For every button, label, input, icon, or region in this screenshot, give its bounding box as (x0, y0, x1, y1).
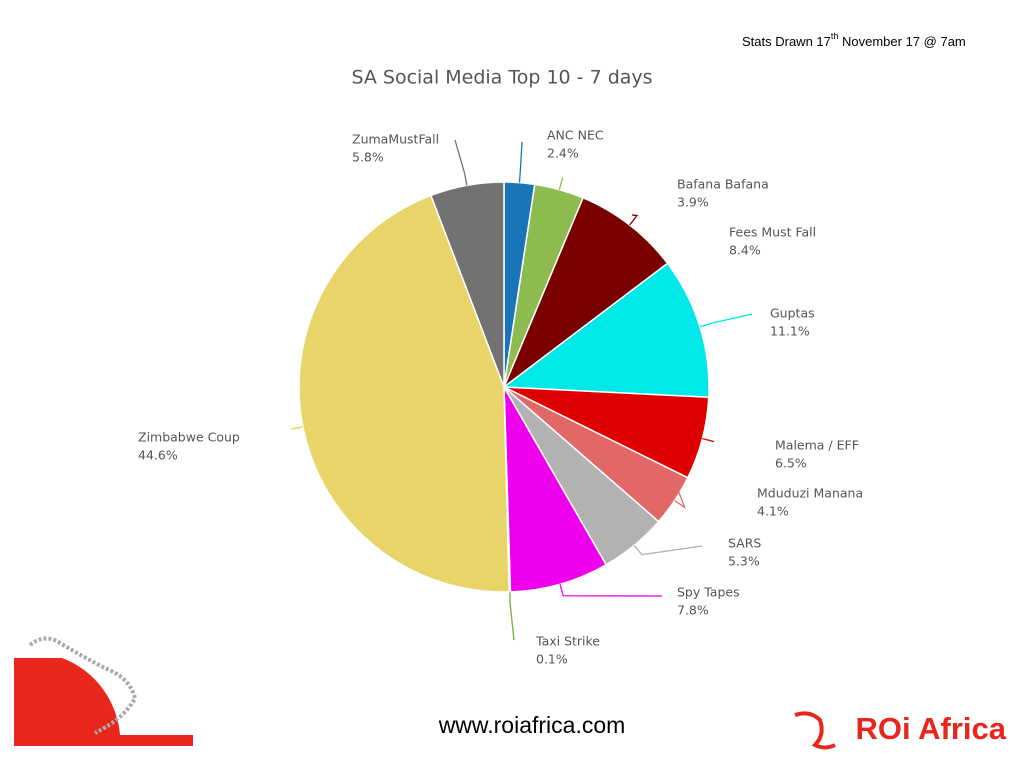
leader-line (559, 584, 663, 597)
stats-note-sup: th (831, 31, 839, 41)
chart-title: SA Social Media Top 10 - 7 days (351, 67, 652, 89)
slice-label: ANC NEC (547, 128, 604, 143)
slice-value-label: 4.1% (757, 504, 789, 519)
footer-url: www.roiafrica.com (438, 712, 626, 738)
slice-label: Taxi Strike (535, 634, 600, 649)
leader-line (633, 544, 703, 556)
brand-icon (794, 711, 836, 750)
slice-label: Guptas (770, 306, 815, 321)
stats-note-text: Stats Drawn 17 (742, 34, 831, 49)
stats-note: Stats Drawn 17th November 17 @ 7am (742, 31, 966, 49)
slice-label: Malema / EFF (775, 438, 859, 453)
logo-graphic (14, 636, 193, 746)
pie-slice (503, 386, 608, 593)
leader-line (674, 489, 686, 509)
slice-label: Fees Must Fall (729, 225, 816, 240)
slice-value-label: 5.8% (352, 150, 384, 165)
slice-label: Spy Tapes (677, 585, 740, 600)
brand: ROi Africa (856, 711, 1007, 746)
slice-value-label: 3.9% (677, 195, 709, 210)
stats-note-text: November 17 @ 7am (838, 34, 965, 49)
slice-value-label: 44.6% (138, 448, 178, 463)
leader-line (702, 437, 715, 443)
slice-value-label: 5.3% (728, 554, 760, 569)
slice-value-label: 11.1% (770, 324, 810, 339)
slice-label: Bafana Bafana (677, 177, 769, 192)
leader-line (290, 426, 304, 430)
leader-line (699, 313, 753, 328)
slice-label: Zimbabwe Coup (138, 430, 240, 445)
pie-slice (298, 194, 510, 593)
leader-line (629, 214, 639, 226)
pie-slice (429, 181, 505, 388)
slice-value-label: 2.4% (547, 146, 579, 161)
slice-value-label: 8.4% (729, 243, 761, 258)
pie: ANC NEC 2.4% Bafana Bafana 3.9% Fees Must Fa… (138, 128, 863, 667)
slice-label: Mduduzi Manana (757, 486, 863, 501)
leader-line (454, 139, 468, 186)
leader-line (509, 591, 515, 641)
leader-line (518, 141, 523, 183)
slice-value-label: 0.1% (536, 652, 568, 667)
leader-line (558, 177, 564, 190)
slice-label: SARS (728, 536, 761, 551)
slice-value-label: 6.5% (775, 456, 807, 471)
slice-label: ZumaMustFall (352, 132, 439, 147)
slice-value-label: 7.8% (677, 603, 709, 618)
